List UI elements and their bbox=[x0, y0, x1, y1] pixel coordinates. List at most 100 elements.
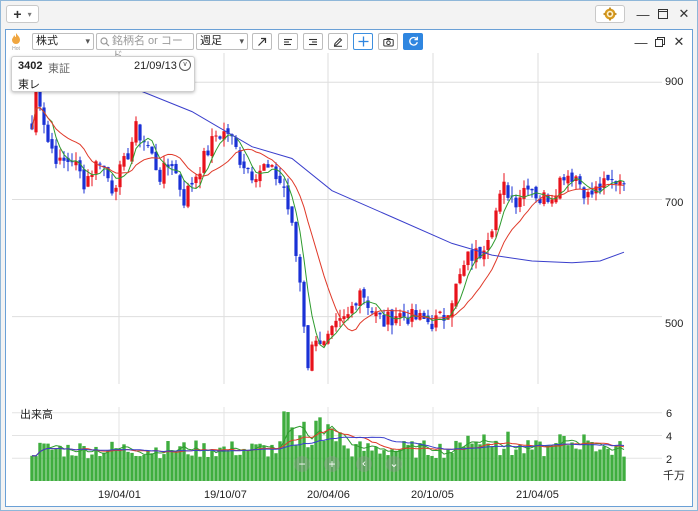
candle bbox=[522, 180, 526, 206]
candle-body bbox=[430, 323, 434, 330]
refresh-button[interactable] bbox=[403, 33, 423, 50]
chart-toolbar: Hot 株式 ▾ 銘柄名 or コード 週足 ▾ bbox=[6, 30, 692, 62]
trend-line-button[interactable] bbox=[252, 33, 272, 50]
candle-body bbox=[330, 325, 334, 335]
candle bbox=[582, 186, 586, 205]
volume-bar bbox=[114, 448, 118, 481]
volume-bar bbox=[598, 449, 602, 481]
candle bbox=[386, 307, 390, 332]
candle-body bbox=[362, 289, 366, 298]
candle bbox=[314, 336, 318, 352]
volume-bar bbox=[306, 447, 310, 481]
volume-bar bbox=[494, 440, 498, 481]
candle-body bbox=[514, 197, 518, 208]
candle-body bbox=[290, 206, 294, 223]
candle-body bbox=[246, 167, 250, 170]
volume-bar bbox=[414, 457, 418, 481]
volume-bar bbox=[366, 443, 370, 481]
zoom-in-button[interactable]: + bbox=[324, 456, 340, 472]
screenshot-button[interactable] bbox=[378, 33, 398, 50]
draw-button[interactable] bbox=[328, 33, 348, 50]
panel-close-button[interactable]: ✕ bbox=[671, 34, 687, 50]
title-bar: + ▾ — ✕ bbox=[1, 1, 697, 27]
candle-body bbox=[118, 164, 122, 188]
chevron-down-icon: ▾ bbox=[239, 36, 244, 46]
candle bbox=[622, 181, 626, 191]
candle bbox=[574, 175, 578, 190]
panel-restore-button[interactable] bbox=[652, 34, 668, 50]
volume-bar bbox=[118, 448, 122, 481]
candle-body bbox=[314, 340, 318, 347]
volume-bar bbox=[58, 445, 62, 481]
candle-body bbox=[162, 162, 166, 184]
candle-body bbox=[374, 311, 378, 317]
candle bbox=[66, 152, 70, 172]
volume-bar bbox=[86, 458, 90, 481]
volume-bar bbox=[234, 455, 238, 481]
candle-body bbox=[146, 145, 150, 147]
candle bbox=[238, 146, 242, 169]
candle-body bbox=[342, 316, 346, 320]
candle bbox=[366, 296, 370, 316]
zoom-out-button[interactable]: − bbox=[294, 456, 310, 472]
candle-body bbox=[166, 164, 170, 168]
candle bbox=[318, 331, 322, 345]
camera-icon bbox=[382, 37, 394, 46]
volume-bar bbox=[610, 454, 614, 481]
candle bbox=[482, 245, 486, 267]
symbol-search-input[interactable]: 銘柄名 or コード bbox=[96, 33, 194, 62]
candle bbox=[146, 141, 150, 148]
volume-bar bbox=[258, 443, 262, 481]
candle-body bbox=[586, 192, 590, 198]
volume-bar bbox=[202, 443, 206, 481]
scroll-right-button[interactable]: ⌄ bbox=[386, 456, 402, 472]
align-right-button[interactable] bbox=[303, 33, 323, 50]
align-left-button[interactable] bbox=[278, 33, 298, 50]
chevron-down-icon: ⌄ bbox=[389, 458, 399, 470]
candle-body bbox=[394, 316, 398, 324]
window-minimize-button[interactable]: — bbox=[633, 5, 653, 23]
volume-bar bbox=[478, 444, 482, 481]
price-chart[interactable] bbox=[12, 53, 662, 384]
window-maximize-button[interactable] bbox=[653, 5, 673, 23]
volume-bar bbox=[394, 450, 398, 481]
settings-button[interactable] bbox=[595, 5, 625, 23]
candle bbox=[358, 288, 362, 314]
gear-icon bbox=[603, 7, 617, 21]
candle bbox=[54, 139, 58, 169]
period-select[interactable]: 週足 ▾ bbox=[196, 33, 248, 50]
candle bbox=[530, 188, 534, 198]
volume-bar bbox=[158, 458, 162, 481]
scroll-left-button[interactable]: ‹ bbox=[356, 456, 372, 472]
volume-chart[interactable] bbox=[12, 407, 662, 481]
candle-body bbox=[610, 179, 614, 181]
candle bbox=[602, 171, 606, 195]
expand-icon[interactable]: ∨ bbox=[179, 59, 191, 71]
x-tick-label: 19/04/01 bbox=[98, 489, 141, 501]
candle-body bbox=[310, 344, 314, 371]
candle-body bbox=[262, 164, 266, 171]
candle bbox=[586, 190, 590, 205]
candle-body bbox=[506, 185, 510, 198]
x-tick-label: 20/04/06 bbox=[307, 489, 350, 501]
candle bbox=[78, 156, 82, 179]
volume-bar bbox=[458, 442, 462, 481]
volume-bar bbox=[50, 449, 54, 481]
window-close-button[interactable]: ✕ bbox=[674, 5, 694, 23]
volume-bar bbox=[438, 443, 442, 481]
lines-right-icon bbox=[309, 38, 317, 45]
candle bbox=[378, 312, 382, 320]
candle-body bbox=[122, 156, 126, 167]
candle bbox=[70, 153, 74, 167]
chevron-down-icon: ▾ bbox=[85, 36, 90, 46]
market-select[interactable]: 株式 ▾ bbox=[32, 33, 94, 50]
crosshair-button[interactable] bbox=[353, 33, 373, 50]
restore-icon bbox=[655, 37, 665, 47]
candle bbox=[310, 341, 314, 372]
volume-bar bbox=[358, 441, 362, 481]
candle-body bbox=[450, 303, 454, 318]
candle-body bbox=[530, 188, 534, 191]
add-chart-button[interactable]: + ▾ bbox=[6, 5, 39, 23]
panel-minimize-button[interactable]: — bbox=[633, 34, 649, 50]
volume-bar bbox=[174, 450, 178, 481]
